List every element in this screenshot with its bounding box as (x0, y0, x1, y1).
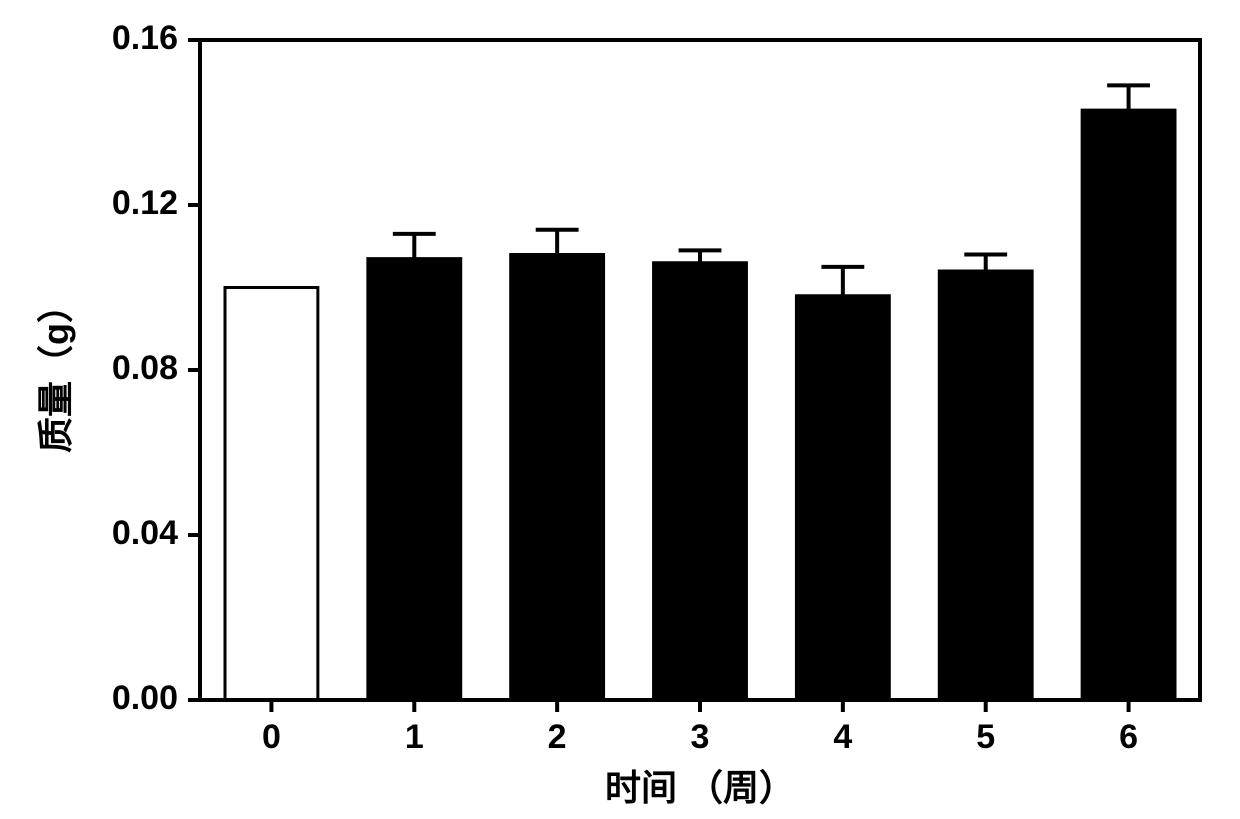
x-tick-label: 4 (833, 718, 852, 756)
y-tick-label: 0.00 (112, 679, 178, 717)
bar-0 (225, 288, 318, 701)
x-tick-label: 5 (976, 718, 995, 756)
chart-svg: 0.00 0.04 0.08 0.12 0.16 0 1 2 3 4 5 6 时间 （周） 质量（g） (0, 0, 1240, 819)
x-axis-label: 时间 （周） (605, 767, 795, 808)
y-tick-label: 0.08 (112, 349, 178, 387)
y-tick-label: 0.04 (112, 514, 178, 552)
y-tick-label: 0.16 (112, 19, 178, 57)
bar-1 (368, 259, 461, 700)
bar-5 (939, 271, 1032, 700)
x-tick-label: 0 (262, 718, 281, 756)
x-tick-label: 3 (691, 718, 710, 756)
bar-2 (511, 255, 604, 701)
x-tick-label: 2 (548, 718, 567, 756)
bar-chart: 0.00 0.04 0.08 0.12 0.16 0 1 2 3 4 5 6 时间 （周） 质量（g） (0, 0, 1240, 819)
x-tick-label: 6 (1119, 718, 1138, 756)
bar-6 (1082, 110, 1175, 700)
y-axis-label: 质量（g） (35, 287, 76, 453)
bar-4 (796, 296, 889, 700)
x-tick-label: 1 (405, 718, 424, 756)
y-tick-label: 0.12 (112, 184, 178, 222)
bar-3 (654, 263, 747, 700)
